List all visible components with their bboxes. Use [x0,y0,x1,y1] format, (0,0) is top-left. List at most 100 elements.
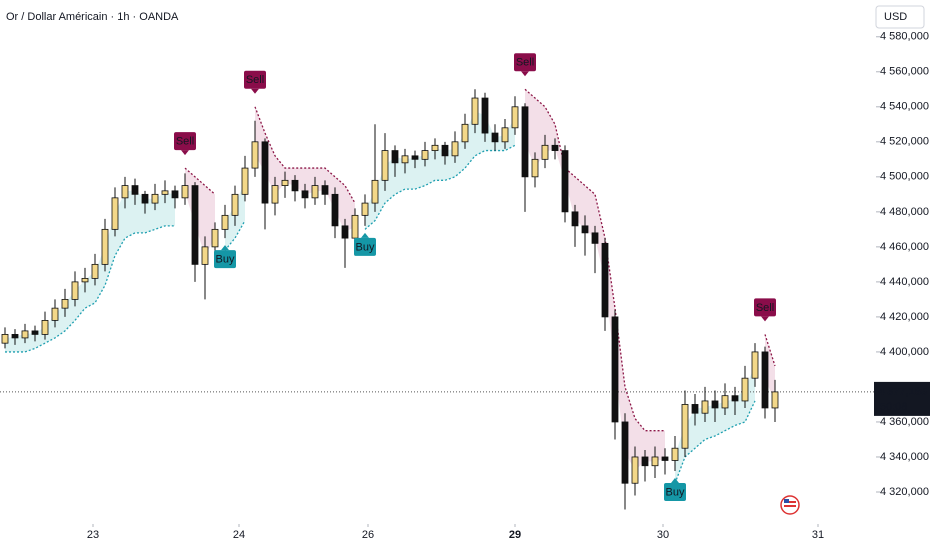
candle-body [321,185,329,195]
candle-body [681,404,689,449]
trend-line [674,400,756,484]
signal-label: Sell [176,135,194,147]
trend-line [184,167,216,195]
candle-body [31,330,39,335]
candle-body [101,228,109,265]
y-tick-label: 4 480,000 [880,206,929,218]
candle-body [621,421,629,484]
trend-fill [5,189,175,352]
candle-body [271,185,279,204]
trend-line [764,334,776,367]
candle-body [151,193,159,204]
y-tick-label: 4 420,000 [880,311,929,323]
candle-body [371,179,379,204]
candle-body [381,150,389,181]
trend-fill [525,89,665,471]
candle-body [651,456,659,467]
candle-body [121,185,129,199]
candle-body [671,447,679,461]
x-tick-label: 29 [509,529,521,541]
candle-body [481,97,489,134]
signal-badge [214,250,236,269]
trend-line [5,225,175,353]
candle-body [731,395,739,402]
trend-fill [365,111,515,230]
candle-body [491,132,499,143]
signal-label: Sell [516,57,534,69]
y-tick-label: 4 340,000 [880,451,929,463]
countdown: 50:08 [880,401,908,413]
flag-icon [780,495,800,515]
trend-line [524,88,665,432]
candle-body [21,330,29,339]
candle-body [501,127,509,143]
candle-body [771,391,779,409]
candle-body [631,456,639,484]
trend-fill [255,106,355,232]
y-tick-label: 4 500,000 [880,171,929,183]
candle-body [611,316,619,423]
signal: Sell [174,132,196,156]
y-tick-label: 4 320,000 [880,486,929,498]
y-tick-label: 4 460,000 [880,241,929,253]
candle-body [761,351,769,409]
signal-badge [174,132,196,151]
y-tick-label: 4 520,000 [880,136,929,148]
signal-label: Buy [356,241,375,253]
signal: Buy [214,245,236,269]
signal-pointer [251,88,259,94]
candle-body [431,144,439,151]
signal-pointer [521,71,529,77]
candle-body [561,150,569,213]
candle-body [571,211,579,227]
signal-label: Sell [246,74,264,86]
y-tick-label: 4 360,000 [880,416,929,428]
candle-body [691,404,699,414]
candle-body [451,141,459,157]
signal-pointer [181,150,189,156]
candle-body [11,334,19,339]
currency-box[interactable] [875,5,925,29]
y-tick-label: 4 580,000 [880,31,929,43]
x-tick-label: 31 [812,529,824,541]
signal-label: Buy [216,254,235,266]
signal-pointer [761,316,769,322]
candle-body [641,456,649,467]
signal: Buy [354,232,376,256]
candle-body [711,400,719,409]
candle-body [351,214,359,239]
signal: Buy [664,477,686,501]
candle-body [401,155,409,164]
candle-body [61,298,69,309]
candle-body [251,141,259,169]
candle-body [521,106,529,178]
candle-body [191,185,199,265]
y-tick-label: 4 540,000 [880,101,929,113]
trend-line [254,106,356,204]
candle-body [441,144,449,157]
candle-body [291,179,299,192]
signal-pointer [361,232,369,238]
candle-body [261,141,269,204]
candle-body [551,144,559,151]
candle-body [201,246,209,265]
signal-label: Buy [666,486,685,498]
candle-body [741,377,749,402]
y-tick-label: 4 400,000 [880,346,929,358]
candle-body [81,277,89,283]
y-tick-label: 4 560,000 [880,66,929,78]
candle-body [311,185,319,199]
candle-body [221,214,229,230]
candle-body [471,97,479,125]
candle-body [161,190,169,195]
currency: USD [884,11,907,23]
candle-body [661,456,669,461]
candle-body [701,400,709,414]
candle-body [461,123,469,143]
candle-body [331,193,339,227]
trend-fill [675,365,755,484]
candle-body [591,232,599,244]
x-tick-label: 24 [233,529,245,541]
signal-badge [754,298,776,317]
